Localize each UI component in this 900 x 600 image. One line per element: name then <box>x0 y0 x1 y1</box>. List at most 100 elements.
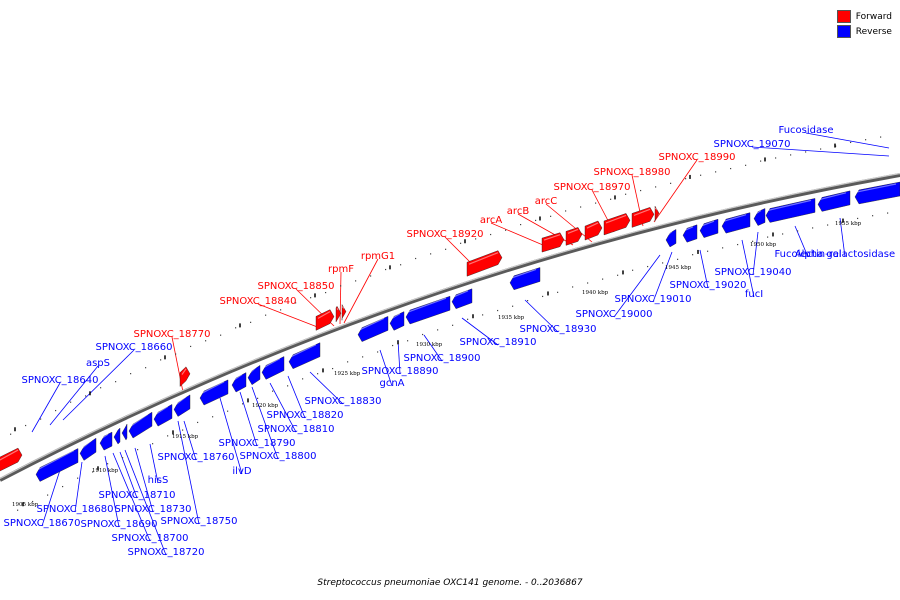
reverse-label-20-leader <box>397 339 401 375</box>
reverse-label-3: SPNOXC_18670 <box>3 518 80 529</box>
reverse-label-25-leader <box>652 251 673 303</box>
dot-lower <box>287 385 289 387</box>
dot-upper <box>310 297 312 299</box>
reverse-gene-1 <box>79 437 97 461</box>
dot-lower <box>182 429 184 431</box>
reverse-label-26-leader <box>699 249 709 289</box>
dot-lower <box>557 291 559 293</box>
reverse-label-27-leader <box>741 239 755 298</box>
dot-lower <box>692 254 694 256</box>
reverse-label-4-leader <box>74 461 83 513</box>
reverse-gene-19 <box>682 224 698 243</box>
reverse-label-12-leader <box>183 420 197 461</box>
reverse-gene-9 <box>231 372 247 393</box>
dot-lower <box>62 485 64 488</box>
dot-lower <box>347 361 349 363</box>
reverse-label-11: SPNOXC_18750 <box>160 516 237 527</box>
reverse-label-6-leader <box>112 452 151 542</box>
genome-backbone <box>0 173 900 482</box>
reverse-gene-8 <box>199 379 229 406</box>
forward-gene-1 <box>179 366 191 388</box>
reverse-gene-12-shine <box>290 344 317 358</box>
reverse-label-18: SPNOXC_18830 <box>304 396 381 407</box>
dot-lower <box>752 240 754 242</box>
dot-upper <box>385 268 387 271</box>
dot-upper <box>430 253 432 255</box>
reverse-label-10: hisS <box>148 475 169 486</box>
dot-upper <box>340 285 342 287</box>
dot-lower <box>827 224 829 226</box>
legend-item-forward: Forward <box>836 9 892 24</box>
forward-label-0: SPNOXC_18770 <box>133 329 210 340</box>
dot-upper <box>520 223 522 226</box>
reverse-label-30: Alpha galactosidase <box>795 249 895 260</box>
reverse-gene-20 <box>699 218 719 238</box>
dot-lower <box>137 449 139 451</box>
forward-label-4: rpmG1 <box>361 251 395 262</box>
reverse-label-16: SPNOXC_18810 <box>257 424 334 435</box>
dot-upper <box>505 229 507 231</box>
reverse-gene-17 <box>509 267 541 291</box>
dot-upper <box>700 174 702 176</box>
forward-label-8-leader <box>545 203 593 243</box>
reverse-label-10-leader <box>149 443 159 484</box>
dot-upper <box>580 206 582 208</box>
forward-label-1: SPNOXC_18840 <box>219 296 296 307</box>
reverse-label-8-leader <box>124 449 167 556</box>
reverse-label-5-leader <box>104 455 120 528</box>
dot-lower <box>737 243 739 246</box>
dot-upper <box>850 141 852 144</box>
reverse-label-27: fucI <box>745 289 763 300</box>
forward-label-9: SPNOXC_18970 <box>553 182 630 193</box>
dot-upper <box>70 401 72 403</box>
kbp-label: 1915 kbp <box>172 434 199 440</box>
forward-label-3: rpmF <box>328 264 354 275</box>
dot-lower <box>407 340 409 342</box>
forward-gene-2 <box>315 309 335 331</box>
reverse-label-3-leader <box>41 469 61 527</box>
dot-lower <box>572 286 574 288</box>
reverse-gene-2 <box>99 431 113 451</box>
dot-upper <box>610 198 612 200</box>
dot-lower <box>677 258 679 260</box>
forward-gene-4 <box>341 303 347 321</box>
reverse-gene-13-shine <box>359 317 385 331</box>
dot-lower <box>722 247 724 249</box>
legend-label-forward: Forward <box>855 11 892 22</box>
scale-dots <box>10 136 889 511</box>
reverse-gene-2-shine <box>101 433 109 439</box>
dot-upper <box>115 381 117 383</box>
dot-upper <box>715 171 717 173</box>
reverse-gene-22-shine <box>755 209 762 215</box>
forward-label-6: arcA <box>480 215 503 226</box>
dot-upper <box>190 345 192 348</box>
dot-upper <box>25 424 27 427</box>
reverse-gene-8-shine <box>201 381 225 394</box>
reverse-gene-16 <box>451 288 473 309</box>
reverse-label-32-leader <box>805 132 890 149</box>
forward-swatch <box>836 10 851 23</box>
reverse-gene-14 <box>389 311 405 331</box>
dot-lower <box>872 215 874 217</box>
dot-lower <box>437 329 439 331</box>
reverse-gene-23 <box>765 198 816 223</box>
dot-lower <box>452 324 454 326</box>
forward-gene-7 <box>565 227 583 246</box>
reverse-label-28: SPNOXC_19040 <box>714 267 791 278</box>
dot-upper <box>370 275 372 277</box>
reverse-label-13-leader <box>219 397 243 475</box>
forward-gene-3 <box>335 305 342 323</box>
kbp-label: 1920 kbp <box>252 403 279 409</box>
dot-lower <box>362 356 364 358</box>
reverse-gene-21-shine <box>723 214 747 222</box>
dot-lower <box>377 351 379 353</box>
reverse-gene-0 <box>35 448 79 482</box>
reverse-label-8: SPNOXC_18720 <box>127 547 204 558</box>
dot-lower <box>32 500 34 503</box>
dot-lower <box>152 443 154 445</box>
dot-upper <box>880 136 882 138</box>
dot-upper <box>820 148 822 150</box>
dot-lower <box>587 282 589 284</box>
dot-lower <box>527 299 529 302</box>
